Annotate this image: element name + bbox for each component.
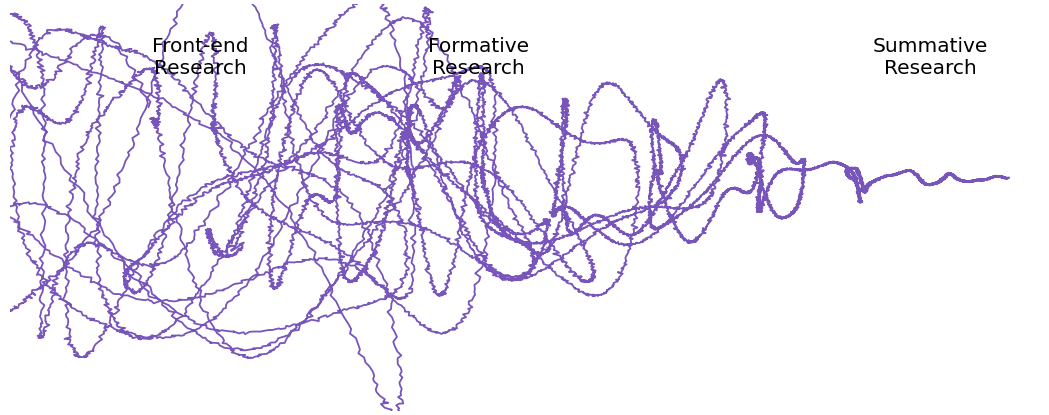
Text: Summative
Research: Summative Research [873, 37, 988, 78]
Text: Front-end
Research: Front-end Research [152, 37, 249, 78]
Text: Formative
Research: Formative Research [428, 37, 529, 78]
